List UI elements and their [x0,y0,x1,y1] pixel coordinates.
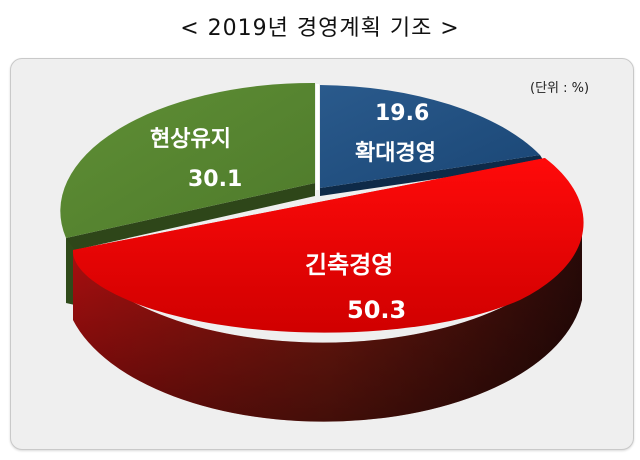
expand-value: 19.6 [375,101,429,126]
chart-title: < 2019년 경영계획 기조 > [180,16,460,41]
maintain-label: 현상유지 [150,127,231,152]
slice-expand [316,84,545,196]
maintain-value: 30.1 [188,167,242,192]
contract-value: 50.3 [347,296,406,324]
slice-contract [72,158,584,422]
contract-label: 긴축경영 [305,251,393,279]
slice-maintain [60,82,316,305]
unit-label: (단위 : %) [530,81,590,96]
expand-label: 확대경영 [355,141,436,166]
